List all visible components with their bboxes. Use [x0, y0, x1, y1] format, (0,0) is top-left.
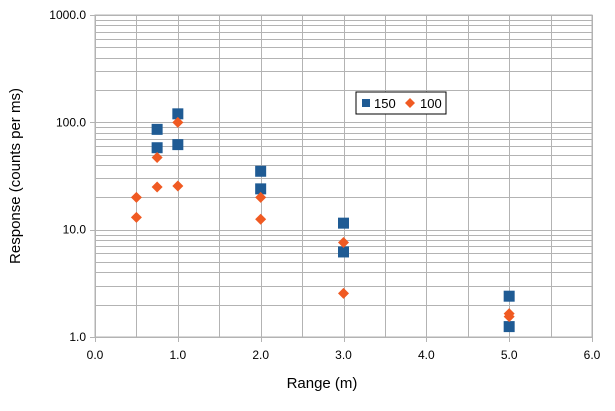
- data-point-series-100: [338, 236, 349, 248]
- data-point-series-100: [172, 180, 184, 192]
- data-point-series-150: [255, 165, 267, 177]
- data-point-series-100: [255, 191, 267, 203]
- y-tick-label: 1.0: [69, 330, 86, 344]
- data-point-series-150: [255, 183, 267, 195]
- data-point-series-150: [503, 321, 515, 333]
- x-tick-label: 5.0: [501, 348, 518, 362]
- data-point-series-150: [338, 246, 349, 258]
- y-tick-label: 100.0: [56, 115, 86, 129]
- data-point-series-150: [151, 142, 163, 154]
- y-tick-label: 1000.0: [49, 8, 86, 22]
- legend-label-100: 100: [420, 96, 442, 111]
- legend-label-150: 150: [374, 96, 396, 111]
- x-axis-title: Range (m): [287, 375, 358, 392]
- legend-box: [355, 91, 447, 115]
- data-point-series-100: [172, 116, 184, 128]
- x-tick-label: 2.0: [252, 348, 269, 362]
- y-axis-title: Response (counts per ms): [7, 88, 24, 264]
- data-points: [130, 108, 515, 333]
- legend: 150 100: [355, 91, 447, 115]
- data-point-series-100: [151, 152, 163, 164]
- x-tick-label: 4.0: [418, 348, 435, 362]
- data-point-series-100: [130, 211, 142, 223]
- x-axis-ticks: 0.0 1.0 2.0 3.0 4.0 5.0 6.0: [87, 337, 601, 362]
- x-tick-label: 3.0: [335, 348, 352, 362]
- legend-marker-100: [405, 98, 415, 108]
- data-point-series-150: [172, 108, 184, 120]
- legend-marker-150: [362, 99, 370, 107]
- x-tick-label: 6.0: [584, 348, 601, 362]
- data-point-series-100: [503, 311, 515, 323]
- x-tick-label: 0.0: [87, 348, 104, 362]
- data-point-series-100: [338, 287, 349, 299]
- data-point-series-100: [255, 213, 267, 225]
- data-point-series-100: [151, 181, 163, 193]
- data-point-series-150: [172, 139, 184, 151]
- y-tick-label: 10.0: [63, 223, 87, 237]
- data-point-series-100: [130, 191, 142, 203]
- x-tick-label: 1.0: [169, 348, 186, 362]
- y-axis-ticks: 1.0 10.0 100.0 1000.0: [49, 8, 95, 344]
- plot-area: [94, 14, 593, 338]
- data-point-series-150: [151, 123, 163, 135]
- data-point-series-150: [338, 217, 349, 229]
- data-point-series-150: [503, 290, 515, 302]
